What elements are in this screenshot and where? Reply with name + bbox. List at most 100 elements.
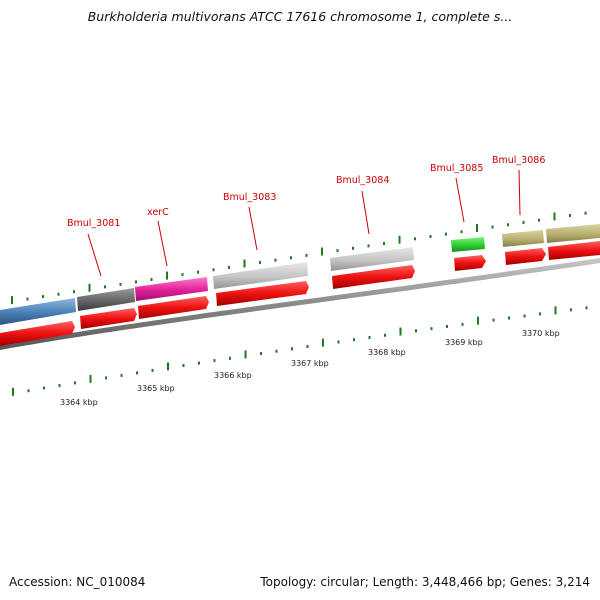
gene-block-dark-gray[interactable]: [77, 288, 135, 311]
gene-label[interactable]: Bmul_3085: [430, 163, 483, 174]
minor-tick: [290, 256, 292, 260]
gene-block-green[interactable]: [451, 237, 485, 252]
minor-tick: [120, 373, 123, 377]
minor-tick: [259, 261, 261, 265]
minor-tick: [430, 327, 433, 331]
minor-tick: [585, 306, 588, 310]
gene-labels: Bmul_3081 xerC Bmul_3083 Bmul_3084 Bmul_…: [67, 155, 545, 229]
minor-tick: [522, 221, 525, 224]
minor-tick: [415, 329, 417, 333]
gene-arrow-1[interactable]: [0, 321, 75, 346]
major-tick: [12, 387, 14, 396]
minor-tick: [305, 253, 308, 257]
minor-tick: [105, 376, 107, 380]
minor-tick: [445, 232, 447, 236]
major-tick: [244, 350, 247, 359]
major-tick: [322, 338, 324, 347]
minor-tick: [491, 225, 494, 229]
minor-tick: [213, 359, 216, 363]
upper-tick-track: [11, 211, 587, 305]
gene-block-light-gray-2[interactable]: [330, 247, 414, 271]
gene-label[interactable]: Bmul_3086: [492, 155, 545, 166]
major-tick: [476, 224, 478, 232]
minor-tick: [569, 214, 571, 217]
minor-tick: [197, 270, 199, 274]
minor-tick: [43, 386, 45, 390]
gene-block-blue[interactable]: [0, 298, 76, 325]
minor-tick: [42, 295, 44, 299]
scale-label: 3364 kbp: [60, 398, 98, 407]
scale-label: 3370 kbp: [522, 329, 560, 338]
gene-blocks: [0, 224, 600, 325]
minor-tick: [539, 312, 541, 316]
minor-tick: [274, 258, 277, 262]
minor-tick: [150, 278, 153, 281]
minor-tick: [507, 223, 509, 227]
major-tick: [553, 212, 556, 221]
minor-tick: [353, 338, 355, 342]
minor-tick: [58, 384, 61, 387]
minor-tick: [135, 280, 137, 284]
minor-tick: [584, 211, 587, 215]
minor-tick: [538, 218, 540, 222]
major-tick: [477, 316, 479, 325]
minor-tick: [198, 361, 200, 365]
minor-tick: [181, 273, 184, 277]
scale-label: 3367 kbp: [291, 359, 329, 368]
gene-label[interactable]: Bmul_3081: [67, 218, 120, 229]
gene-block-khaki-1[interactable]: [502, 230, 544, 247]
major-tick: [399, 327, 402, 336]
major-tick: [243, 259, 246, 268]
minor-tick: [446, 325, 448, 328]
minor-tick: [275, 349, 278, 353]
minor-tick: [523, 314, 526, 318]
minor-tick: [291, 347, 293, 351]
gene-block-magenta[interactable]: [135, 277, 208, 301]
gene-block-light-gray-1[interactable]: [213, 262, 308, 289]
minor-tick: [460, 230, 463, 234]
minor-tick: [104, 285, 106, 289]
chromosome-backbone: [0, 258, 600, 350]
minor-tick: [383, 242, 385, 245]
lower-tick-track: [12, 306, 588, 396]
minor-tick: [229, 356, 231, 360]
major-tick: [554, 306, 557, 315]
minor-tick: [368, 336, 371, 339]
scale-label: 3366 kbp: [214, 371, 252, 380]
minor-tick: [306, 345, 309, 348]
accession-label: Accession: NC_010084: [9, 575, 146, 589]
minor-tick: [260, 352, 262, 355]
minor-tick: [26, 297, 29, 301]
minor-tick: [182, 364, 185, 367]
minor-tick: [492, 318, 495, 322]
minor-tick: [212, 268, 215, 272]
minor-tick: [337, 340, 340, 344]
map-title: Burkholderia multivorans ATCC 17616 chro…: [87, 9, 513, 24]
gene-label[interactable]: xerC: [147, 207, 169, 218]
gene-arrow-7[interactable]: [505, 248, 546, 265]
major-tick: [89, 374, 92, 383]
minor-tick: [57, 292, 60, 296]
gene-arrows: [0, 241, 600, 346]
minor-tick: [336, 249, 339, 253]
major-tick: [11, 296, 13, 305]
gene-arrow-2[interactable]: [80, 308, 137, 329]
minor-tick: [429, 235, 432, 238]
minor-tick: [74, 381, 76, 385]
gene-arrow-4[interactable]: [216, 281, 309, 306]
label-leaders: [87, 169, 521, 277]
gene-arrow-6[interactable]: [454, 255, 486, 271]
major-tick: [88, 283, 91, 292]
gene-block-khaki-2[interactable]: [546, 224, 600, 243]
minor-tick: [119, 282, 122, 286]
gene-label[interactable]: Bmul_3084: [336, 175, 389, 186]
minor-tick: [151, 368, 154, 372]
gene-arrow-3[interactable]: [138, 296, 209, 319]
minor-tick: [73, 290, 75, 294]
gene-label[interactable]: Bmul_3083: [223, 192, 276, 203]
minor-tick: [570, 308, 572, 312]
gene-arrow-5[interactable]: [332, 265, 415, 289]
major-tick: [166, 271, 168, 280]
gene-arrow-8[interactable]: [548, 241, 600, 260]
